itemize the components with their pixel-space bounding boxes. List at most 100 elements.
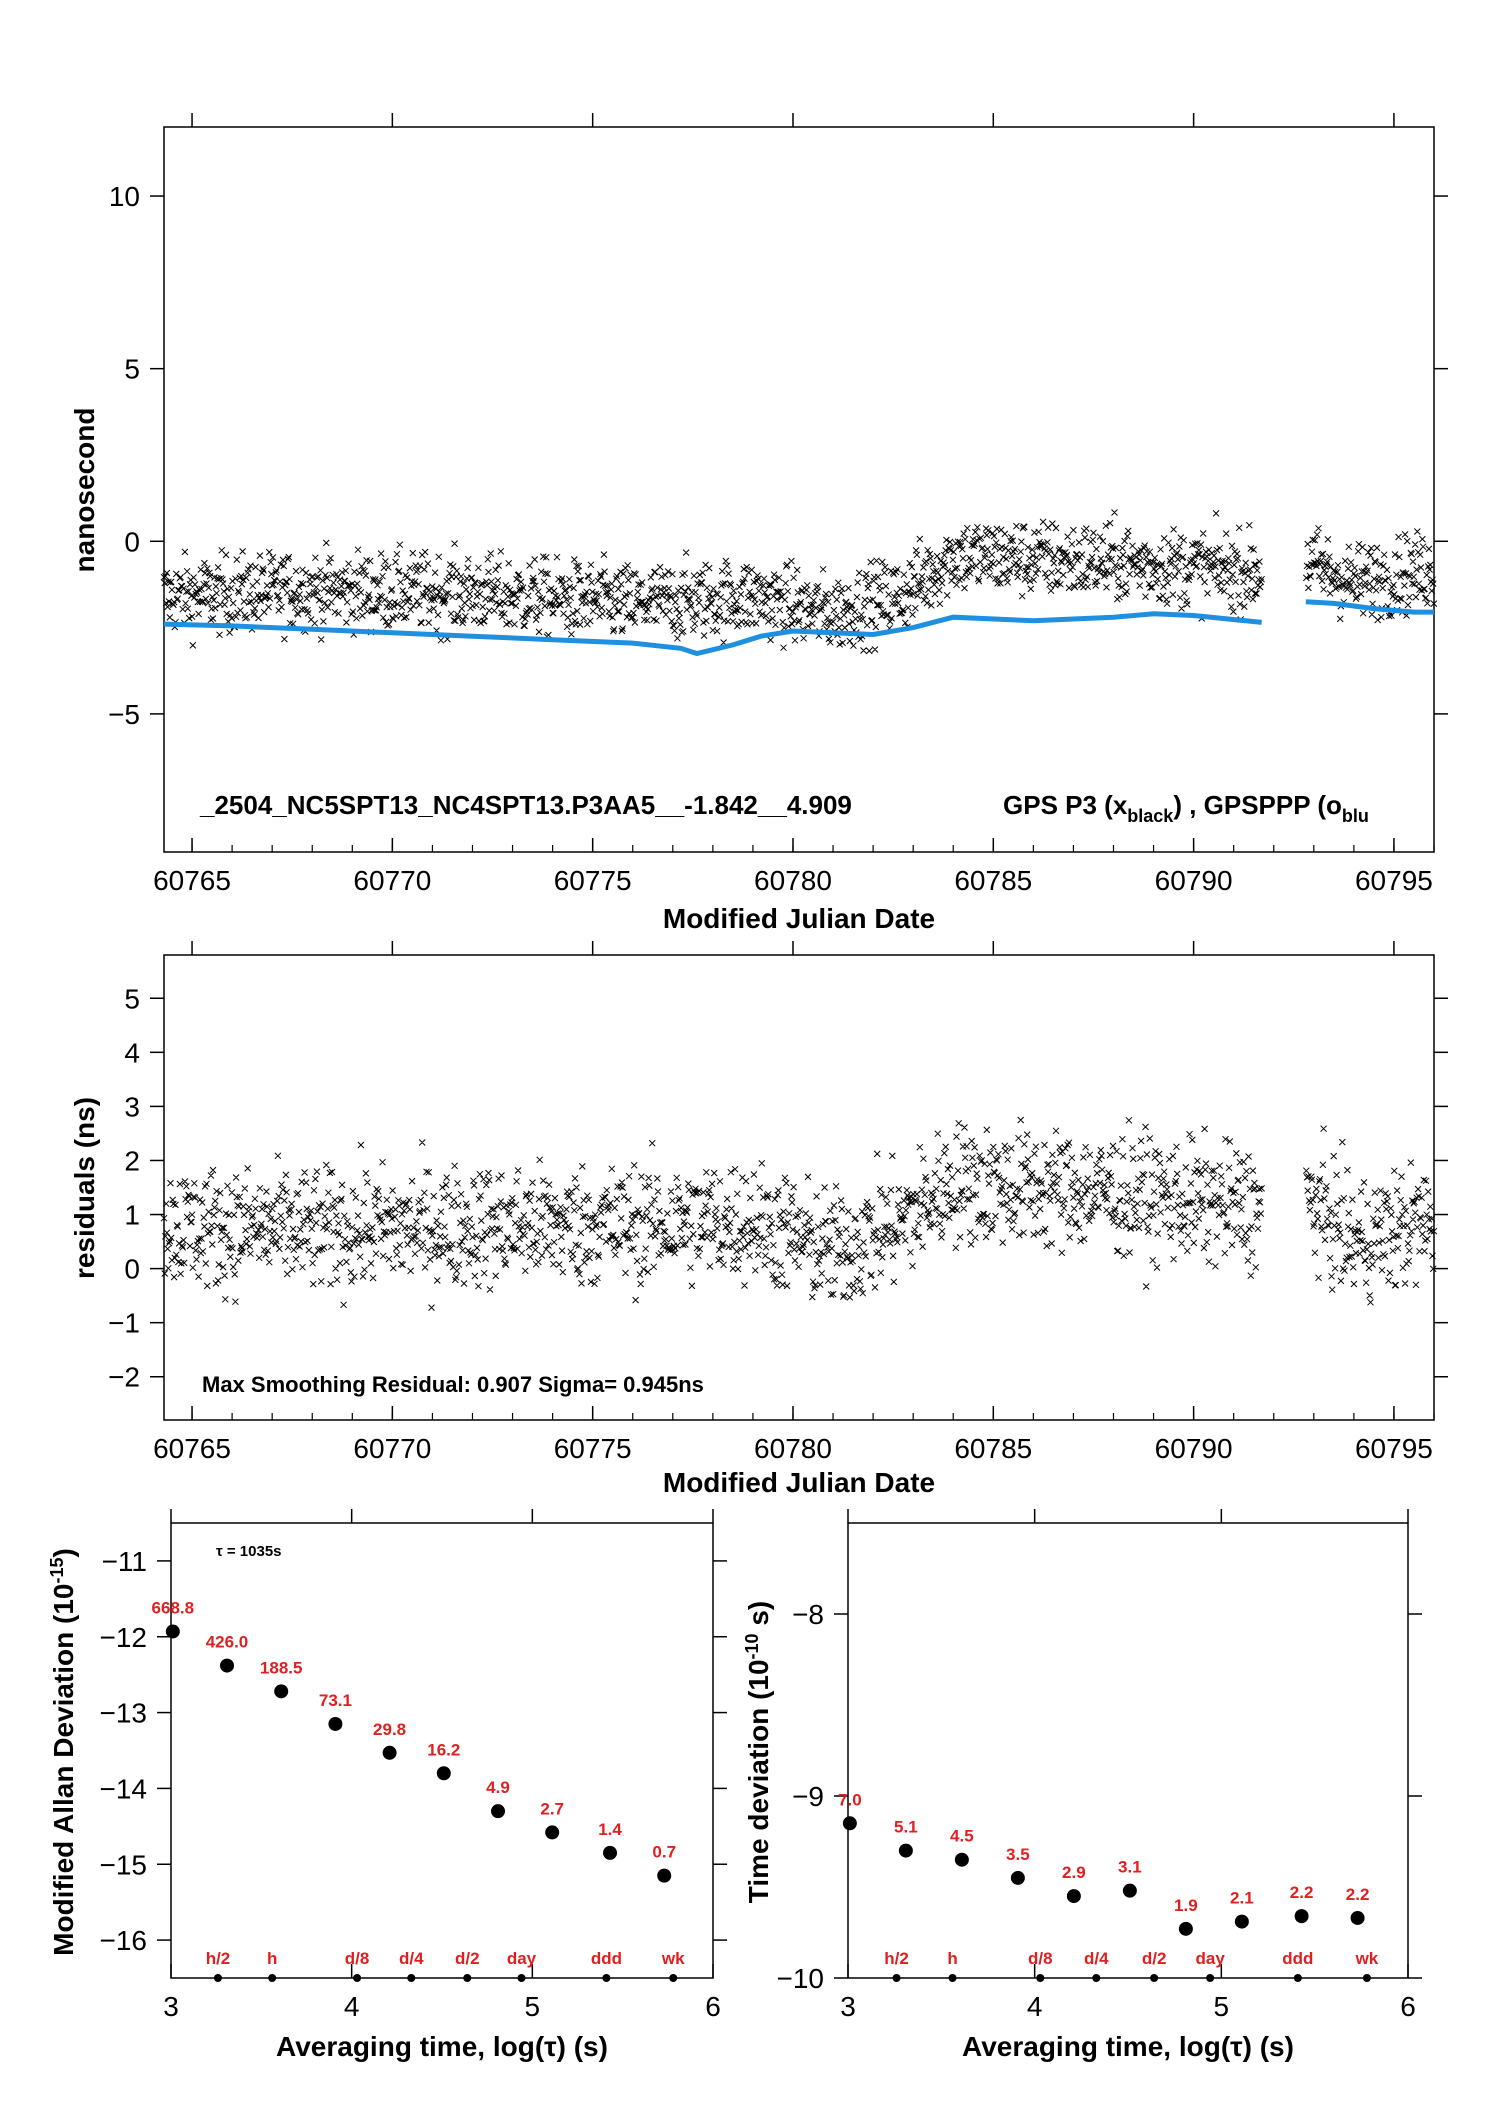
interval-marker (1092, 1974, 1101, 1982)
x-tick-label: 60765 (153, 865, 231, 896)
interval-marker (602, 1974, 611, 1982)
x-tick-label: 60765 (153, 1433, 231, 1464)
interval-markers: h/2 h d/8 d/4 d/2 day ddd wk (884, 1949, 1379, 1982)
point-label: 3.5 (1006, 1845, 1030, 1864)
tick-labels: 3 4 5 6 −16 −15 −14 −13 −12 −11 (100, 1546, 721, 2022)
cross-markers (160, 509, 1438, 655)
point-label: 4.9 (486, 1778, 510, 1797)
x-tick-label: 60770 (353, 865, 431, 896)
point-label: 2.7 (540, 1799, 564, 1818)
x-tick-label: 60795 (1355, 865, 1433, 896)
panel-residuals: 60765 60770 60775 60780 60785 60790 60795 −2 −1 0… (69, 941, 1448, 1498)
x-tick-label: 60780 (754, 1433, 832, 1464)
deviation-point (842, 1816, 857, 1831)
x-axis-title: Averaging time, log(τ) (s) (276, 2031, 608, 2062)
deviation-point (274, 1684, 289, 1699)
deviation-point (1234, 1914, 1249, 1929)
axis-ticks (834, 1509, 1422, 1979)
x-tick-label: 60775 (554, 1433, 632, 1464)
point-label: 2.2 (1346, 1885, 1370, 1904)
interval-label: day (507, 1949, 537, 1968)
deviation-point (657, 1868, 672, 1883)
point-label: 426.0 (206, 1633, 249, 1652)
tick-labels: 60765 60770 60775 60780 60785 60790 60795 −2 −1 0… (108, 983, 1433, 1464)
interval-label: h/2 (206, 1949, 231, 1968)
x-tick-label: 3 (163, 1991, 179, 2022)
deviation-point (1010, 1870, 1025, 1885)
interval-marker (892, 1974, 901, 1982)
interval-markers: h/2 h d/8 d/4 d/2 day ddd wk (206, 1949, 685, 1982)
point-label: 0.7 (652, 1843, 676, 1862)
x-tick-label: 60780 (754, 865, 832, 896)
x-tick-label: 3 (840, 1991, 856, 2022)
interval-marker (1036, 1974, 1045, 1982)
x-tick-label: 60795 (1355, 1433, 1433, 1464)
interval-marker (1206, 1974, 1215, 1982)
plot-frame (163, 126, 1435, 853)
y-tick-label: 0 (124, 1254, 140, 1285)
deviation-point (603, 1845, 618, 1860)
x-axis-title: Averaging time, log(τ) (s) (962, 2031, 1294, 2062)
interval-marker (669, 1974, 678, 1982)
y-axis-title: nanosecond (69, 408, 100, 573)
interval-marker (1150, 1974, 1159, 1982)
point-label: 7.0 (838, 1790, 862, 1809)
deviation-point (491, 1804, 506, 1819)
point-label: 3.1 (1118, 1858, 1142, 1877)
gps-p3-points (160, 509, 1438, 655)
deviation-point (1122, 1883, 1137, 1898)
deviation-point (898, 1843, 913, 1858)
deviation-point (545, 1825, 560, 1840)
y-tick-label: −10 (777, 1963, 825, 1994)
y-tick-label: 3 (124, 1091, 140, 1122)
deviation-point (220, 1658, 235, 1673)
axis-ticks (150, 941, 1448, 1420)
y-tick-label: 5 (124, 354, 140, 385)
interval-label: ddd (1282, 1949, 1313, 1968)
panel-allan-deviation: 3 4 5 6 −16 −15 −14 −13 −12 −11 h/2 h d/8 d/4 d/2 day d… (47, 1509, 727, 2062)
point-label: 1.4 (598, 1820, 622, 1839)
point-label: 668.8 (152, 1598, 195, 1617)
legend-text: GPS P3 (xblack) , GPSPPP (oblu (1003, 790, 1369, 826)
y-axis-title: Modified Allan Deviation (10-15) (47, 1548, 79, 1956)
point-label: 5.1 (894, 1818, 918, 1837)
deviation-point (165, 1624, 180, 1639)
interval-marker (353, 1974, 362, 1982)
y-tick-label: −16 (100, 1925, 148, 1956)
point-label: 2.2 (1290, 1883, 1314, 1902)
x-tick-label: 6 (1400, 1991, 1416, 2022)
point-label: 73.1 (319, 1691, 352, 1710)
deviation-point (1350, 1910, 1365, 1925)
interval-marker (1293, 1974, 1302, 1982)
interval-label: day (1195, 1949, 1225, 1968)
x-tick-label: 60785 (954, 865, 1032, 896)
residual-annotation: Max Smoothing Residual: 0.907 Sigma= 0.9… (202, 1372, 704, 1397)
y-axis-title: Time deviation (10-10 s) (742, 1601, 774, 1904)
interval-label: wk (1355, 1949, 1379, 1968)
interval-marker (463, 1974, 472, 1982)
interval-marker (268, 1974, 277, 1982)
interval-marker (1362, 1974, 1371, 1982)
axis-ticks (150, 113, 1448, 852)
point-label: 2.9 (1062, 1863, 1086, 1882)
point-label: 188.5 (260, 1658, 303, 1677)
x-tick-label: 60785 (954, 1433, 1032, 1464)
gpsppp-line (163, 599, 1434, 657)
y-tick-label: −14 (100, 1773, 148, 1804)
y-tick-label: 5 (124, 983, 140, 1014)
y-tick-label: −12 (100, 1622, 148, 1653)
interval-marker (213, 1974, 222, 1982)
point-label: 2.1 (1230, 1889, 1254, 1908)
point-label: 4.5 (950, 1827, 974, 1846)
plot-frame (170, 1522, 714, 1979)
y-tick-label: 2 (124, 1145, 140, 1176)
run-annotation: _2504_NC5SPT13_NC4SPT13.P3AA5__-1.842__4… (199, 790, 852, 820)
interval-label: h (947, 1949, 957, 1968)
interval-label: d/4 (1084, 1949, 1109, 1968)
x-tick-label: 5 (525, 1991, 541, 2022)
y-tick-label: 4 (124, 1037, 140, 1068)
y-tick-label: −5 (108, 699, 140, 730)
interval-marker (407, 1974, 416, 1982)
deviation-point (1294, 1909, 1309, 1924)
deviation-points: 7.0 5.1 4.5 3.5 2.9 3.1 1.9 2.1 2.2 2.2 (838, 1790, 1369, 1936)
